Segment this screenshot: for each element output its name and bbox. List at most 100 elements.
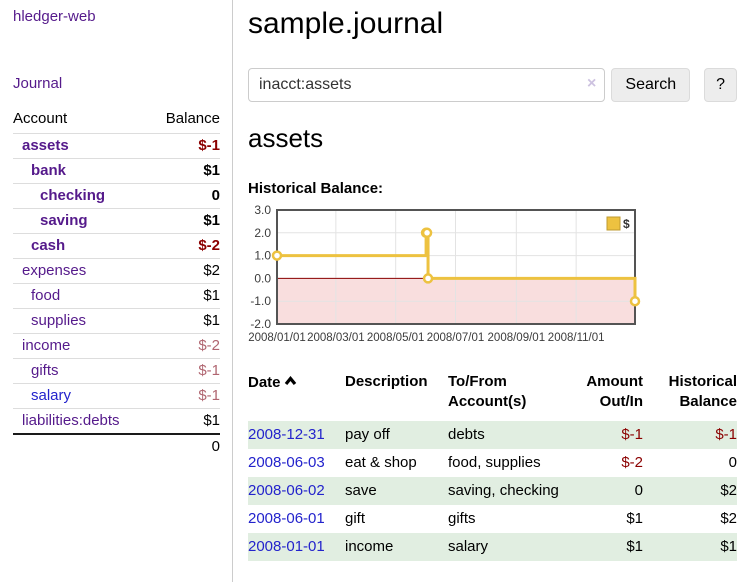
transaction-balance: $2: [720, 482, 737, 499]
account-balance: $-1: [150, 383, 220, 409]
register-col-description: Description: [345, 373, 428, 390]
chart-title: Historical Balance:: [248, 180, 384, 197]
transaction-amount: 0: [634, 482, 643, 499]
account-balance: $-2: [150, 333, 220, 359]
transaction-row: 2008-01-01 income salary $1 $1: [248, 533, 737, 561]
account-link[interactable]: liabilities:debts: [22, 412, 120, 429]
svg-text:0.0: 0.0: [254, 271, 271, 285]
account-row: assets $-1: [13, 134, 220, 159]
accounts-col-account: Account: [13, 108, 151, 134]
sort-ascending-icon: [284, 372, 297, 392]
account-balance: $-1: [150, 358, 220, 384]
account-row: supplies $1: [13, 308, 220, 334]
transaction-date-link[interactable]: 2008-01-01: [248, 538, 325, 555]
transaction-accounts: gifts: [448, 510, 476, 527]
search-button[interactable]: Search: [611, 68, 691, 102]
transaction-accounts: food, supplies: [448, 454, 541, 471]
svg-text:2008/01/01: 2008/01/01: [248, 332, 306, 344]
svg-text:2008/03/01: 2008/03/01: [307, 332, 365, 344]
transaction-accounts: saving, checking: [448, 482, 559, 499]
account-link[interactable]: supplies: [31, 312, 87, 329]
svg-text:1.0: 1.0: [254, 249, 271, 263]
account-link[interactable]: bank: [31, 162, 67, 179]
transaction-amount: $1: [626, 510, 643, 527]
transaction-accounts: debts: [448, 426, 485, 443]
account-balance: $2: [150, 258, 220, 284]
sidebar-item-journal[interactable]: Journal: [13, 75, 63, 92]
transaction-date-link[interactable]: 2008-06-02: [248, 482, 325, 499]
account-link[interactable]: income: [22, 337, 71, 354]
account-row: saving $1: [13, 208, 220, 234]
accounts-table: Account Balance assets $-1 bank $1 check…: [13, 108, 220, 459]
account-balance: $-2: [150, 233, 220, 259]
register-col-tofrom: To/From Account(s): [448, 373, 527, 410]
transaction-description: income: [345, 538, 394, 555]
account-balance: $1: [150, 158, 220, 184]
account-link[interactable]: assets: [22, 137, 69, 154]
svg-text:2008/11/01: 2008/11/01: [548, 332, 605, 344]
account-row: checking 0: [13, 183, 220, 209]
transaction-description: gift: [345, 510, 366, 527]
transaction-row: 2008-06-03 eat & shop food, supplies $-2…: [248, 449, 737, 477]
account-balance: $1: [150, 308, 220, 334]
page-title: sample.journal: [248, 7, 444, 40]
transaction-amount: $-1: [621, 426, 643, 443]
account-balance: $1: [150, 408, 220, 434]
account-link[interactable]: salary: [31, 387, 72, 404]
transaction-date-link[interactable]: 2008-12-31: [248, 426, 325, 443]
account-row: bank $1: [13, 158, 220, 184]
transaction-balance: 0: [728, 454, 737, 471]
historical-balance-chart: 3.0 2.0 1.0 0.0 -1.0 -2.0 2008/01/01 2008/03/01…: [248, 203, 737, 355]
svg-text:2008/07/01: 2008/07/01: [427, 332, 485, 344]
transaction-balance: $-1: [715, 426, 737, 443]
accounts-total: 0: [150, 433, 220, 459]
account-row: expenses $2: [13, 258, 220, 284]
account-link[interactable]: checking: [40, 187, 106, 204]
transaction-description: pay off: [345, 426, 390, 443]
search-input[interactable]: [248, 68, 606, 102]
transaction-amount: $1: [626, 538, 643, 555]
account-row: gifts $-1: [13, 358, 220, 384]
register-col-amount: Amount Out/In: [586, 373, 643, 410]
help-button[interactable]: ?: [704, 68, 737, 102]
account-row: liabilities:debts $1: [13, 408, 220, 434]
brand-link[interactable]: hledger-web: [13, 8, 96, 25]
svg-text:2.0: 2.0: [254, 226, 271, 240]
account-row: income $-2: [13, 333, 220, 359]
register-table: Date Description To/From Account(s) Amou…: [248, 372, 737, 561]
clear-search-icon[interactable]: ×: [587, 75, 597, 92]
account-link[interactable]: gifts: [31, 362, 59, 379]
transaction-balance: $1: [720, 538, 737, 555]
transaction-row: 2008-06-02 save saving, checking 0 $2: [248, 477, 737, 505]
accounts-col-balance: Balance: [150, 108, 220, 134]
account-link[interactable]: expenses: [22, 262, 87, 279]
svg-text:2008/09/01: 2008/09/01: [488, 332, 546, 344]
register-col-date[interactable]: Date: [248, 372, 345, 421]
search-bar: × Search ?: [248, 68, 737, 102]
transaction-accounts: salary: [448, 538, 489, 555]
account-link[interactable]: cash: [31, 237, 66, 254]
transaction-description: eat & shop: [345, 454, 417, 471]
account-balance: $1: [150, 208, 220, 234]
transaction-date-link[interactable]: 2008-06-01: [248, 510, 325, 527]
account-row: food $1: [13, 283, 220, 309]
account-link[interactable]: saving: [40, 212, 88, 229]
register-col-balance: Historical Balance: [668, 373, 737, 410]
account-row: salary $-1: [13, 383, 220, 409]
transaction-description: save: [345, 482, 377, 499]
transaction-balance: $2: [720, 510, 737, 527]
svg-text:3.0: 3.0: [254, 205, 271, 217]
main-content: sample.journal × Search ? assets Histori…: [234, 0, 742, 561]
account-row: cash $-2: [13, 233, 220, 259]
transaction-amount: $-2: [621, 454, 643, 471]
transaction-row: 2008-12-31 pay off debts $-1 $-1: [248, 421, 737, 449]
svg-text:2008/05/01: 2008/05/01: [367, 332, 425, 344]
account-balance: $-1: [198, 137, 220, 154]
account-heading: assets: [248, 123, 324, 153]
chart-legend-label: $: [623, 217, 630, 231]
accounts-total-row: 0: [13, 433, 220, 459]
account-link[interactable]: food: [31, 287, 61, 304]
transaction-date-link[interactable]: 2008-06-03: [248, 454, 325, 471]
sidebar: hledger-web Journal Account Balance asse…: [0, 0, 233, 582]
